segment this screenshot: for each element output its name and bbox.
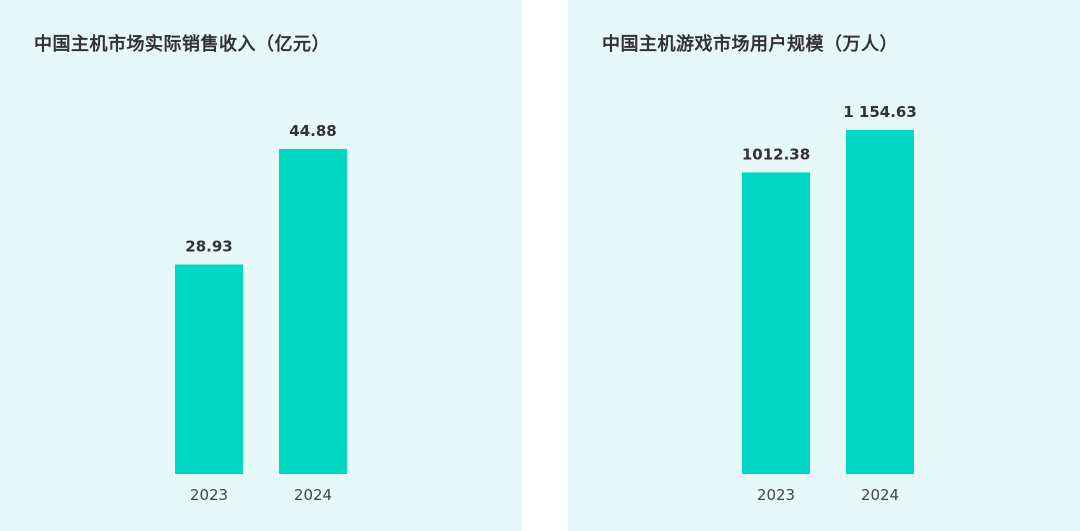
x-tick-label-2024: 2024: [294, 486, 332, 504]
value-label-2024: 1 154.63: [843, 103, 917, 121]
chart-title: 中国主机市场实际销售收入（亿元）: [34, 34, 330, 55]
chart-panel-revenue: 中国主机市场实际销售收入（亿元） 28.93 2023 44.88 2024: [0, 0, 522, 531]
x-tick-label-2024: 2024: [861, 486, 899, 504]
value-label-2023: 1012.38: [742, 145, 810, 163]
chart-title: 中国主机游戏市场用户规模（万人）: [602, 34, 898, 55]
chart-svg-revenue: 28.93 2023 44.88 2024: [175, 122, 347, 504]
x-tick-label-2023: 2023: [757, 486, 795, 504]
bar-2023: [742, 172, 810, 474]
x-tick-label-2023: 2023: [190, 486, 228, 504]
value-label-2024: 44.88: [289, 122, 336, 140]
value-label-2023: 28.93: [185, 237, 232, 255]
chart-svg-users: 1012.38 2023 1 154.63 2024: [742, 103, 917, 504]
chart-panel-users: 中国主机游戏市场用户规模（万人） 1012.38 2023 1 154.63 2024: [568, 0, 1080, 531]
bar-2023: [175, 264, 243, 474]
bar-2024: [846, 130, 914, 474]
bar-2024: [279, 148, 347, 475]
